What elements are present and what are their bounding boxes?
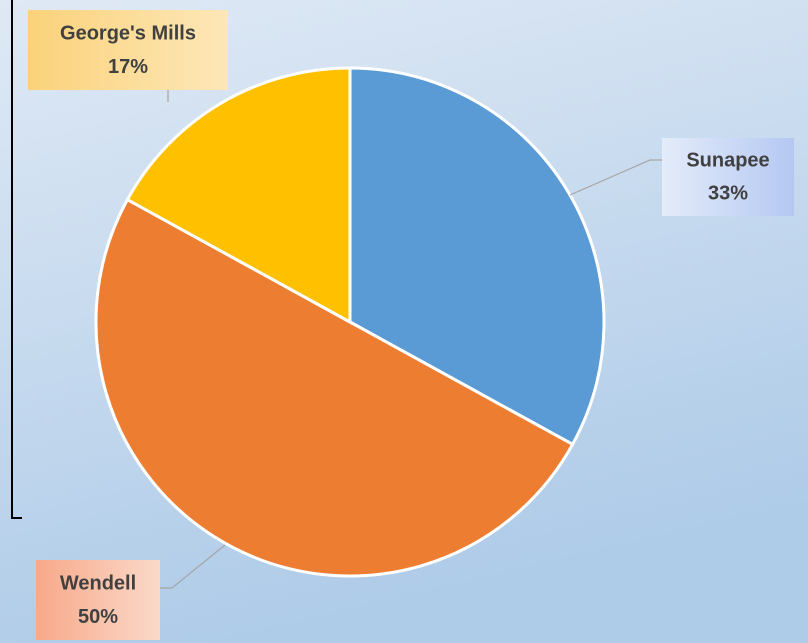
category-label: Wendell (60, 572, 136, 594)
leader-line (160, 544, 226, 589)
value-label: 17% (108, 56, 148, 78)
category-label: Sunapee (686, 150, 769, 172)
label-box (28, 10, 228, 90)
pie-slice (94, 197, 575, 578)
value-label: 50% (78, 606, 118, 628)
pie-slice (348, 66, 606, 447)
category-label: George's Mills (60, 22, 196, 44)
value-label: 33% (708, 182, 748, 204)
pie-slice (125, 66, 352, 325)
leader-line (569, 159, 662, 196)
label-box (662, 138, 794, 216)
label-box (36, 560, 160, 640)
frame-edge (11, 0, 22, 519)
